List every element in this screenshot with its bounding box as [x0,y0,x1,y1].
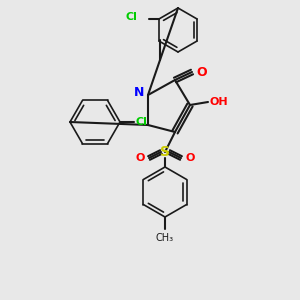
Text: O: O [185,153,194,163]
Text: O: O [136,153,145,163]
Text: O: O [196,65,207,79]
Text: OH: OH [210,97,229,107]
Text: Cl: Cl [136,117,148,127]
Text: S: S [160,145,170,159]
Text: CH₃: CH₃ [156,233,174,243]
Text: N: N [134,85,144,98]
Text: Cl: Cl [125,12,137,22]
